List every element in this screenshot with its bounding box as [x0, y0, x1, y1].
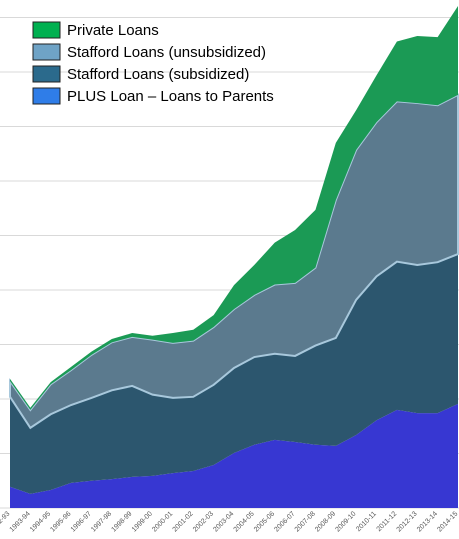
legend-swatch — [32, 21, 61, 39]
legend-label: PLUS Loan – Loans to Parents — [67, 88, 274, 105]
x-tick-label: 1999-00 — [131, 510, 154, 533]
x-tick-label: 2013-14 — [416, 510, 439, 533]
legend-label: Stafford Loans (unsubsidized) — [67, 44, 266, 61]
area — [10, 6, 458, 410]
x-tick-label: 1998-99 — [110, 510, 133, 533]
x-tick-label: 2010-11 — [355, 510, 378, 533]
x-tick-label: 1995-96 — [49, 510, 72, 533]
legend-label: Private Loans — [67, 22, 159, 39]
x-tick-label: 2009-10 — [334, 510, 357, 533]
x-tick-label: 2008-09 — [314, 510, 337, 533]
x-tick-label: 2001-02 — [172, 510, 195, 533]
area — [10, 403, 458, 508]
x-tick-label: 1997-98 — [90, 510, 113, 533]
x-tick-label: 2004-05 — [233, 510, 256, 533]
x-tick-label: 2003-04 — [212, 510, 235, 533]
legend-swatch — [32, 65, 61, 83]
area — [9, 93, 459, 430]
x-tick-label: 2012-13 — [396, 510, 419, 533]
area — [10, 254, 458, 494]
x-tick-label: 2014-15 — [436, 510, 459, 533]
x-tick-label: 1994-95 — [29, 510, 52, 533]
x-tick-label: 2007-08 — [294, 510, 317, 533]
x-tick-label: 2011-12 — [376, 510, 399, 533]
x-tick-label: 1996-97 — [70, 510, 93, 533]
x-tick-label: 1993-94 — [9, 510, 32, 533]
legend-swatch — [32, 87, 61, 105]
x-tick-label: 2000-01 — [151, 510, 174, 533]
legend-swatch — [32, 43, 61, 61]
legend-label: Stafford Loans (subsidized) — [67, 66, 249, 83]
x-tick-label: 2002-03 — [192, 510, 215, 533]
x-tick-label: 2005-06 — [253, 510, 276, 533]
x-tick-label: 2006-07 — [273, 510, 296, 533]
